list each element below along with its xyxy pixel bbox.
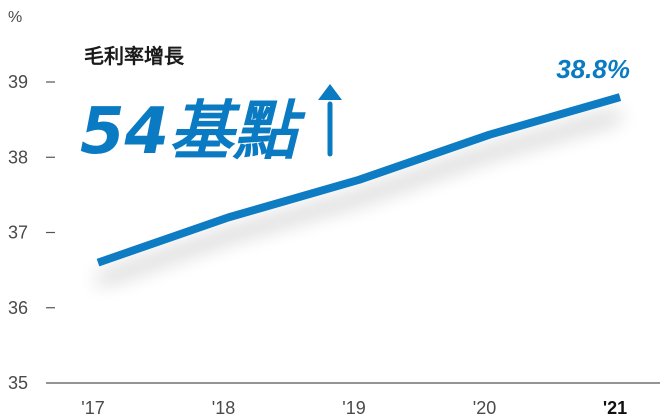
headline-value: 54基點 [80,95,306,169]
y-tick-label: 38 [8,147,28,167]
x-tick-label: '19 [342,398,365,418]
up-arrow-icon [318,84,342,157]
chart-subtitle: 毛利率增長 [84,44,185,68]
y-tick-label: 39 [8,72,28,92]
y-tick-label: 37 [8,223,28,243]
end-value-label: 38.8% [556,54,630,84]
x-tick-label: '17 [81,398,104,418]
y-tick-label: 36 [8,298,28,318]
x-axis: '17 '18 '19 '20 '21 [81,398,627,418]
y-unit-label: % [8,9,22,26]
y-axis: 35 36 37 38 39 [8,72,55,393]
x-tick-label: '20 [473,398,496,418]
x-tick-label: '18 [212,398,235,418]
x-tick-label: '21 [603,398,627,418]
y-tick-label: 35 [8,373,28,393]
series-layer [96,93,622,267]
